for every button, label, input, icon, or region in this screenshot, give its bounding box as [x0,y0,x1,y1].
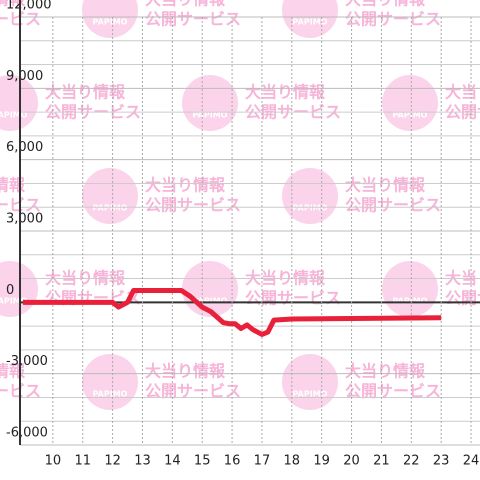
y-tick-label: 12,000 [6,0,52,13]
watermark-logo [282,0,338,38]
x-tick-label: 21 [373,454,390,469]
watermark-logo-text: PAPIMO [0,111,28,120]
x-tick-label: 20 [343,454,360,469]
x-tick-label: 23 [433,454,450,469]
x-tick-label: 24 [463,454,480,469]
watermark-logo-text: PAPIMO [93,204,128,213]
watermark-logo [382,75,438,131]
plot [22,287,442,337]
watermark-title: 大当り情報 [0,0,26,9]
watermarks: PAPIMO大当り情報公開サービスPAPIMO大当り情報公開サービスPAPIMO… [0,0,480,410]
watermark-title: 大当り情報 [445,269,480,288]
watermark-logo-text: PAPIMO [193,111,228,120]
watermark-subtitle: 公開サービス [445,289,480,308]
watermark-subtitle: 公開サービス [145,196,241,215]
y-tick-label: -3,000 [6,354,48,369]
watermark-title: 大当り情報 [145,362,226,381]
watermark-logo-text: PAPIMO [293,204,328,213]
x-tick-label: 15 [194,454,211,469]
watermark-logo-text: PAPIMO [293,18,328,27]
y-tick-label: 0 [6,283,14,298]
watermark-logo-text: PAPIMO [0,297,28,306]
watermark-title: 大当り情報 [45,269,126,288]
watermark-title: 大当り情報 [145,0,226,9]
watermark-logo [182,75,238,131]
watermark-logo [0,75,38,131]
x-tick-label: 16 [224,454,241,469]
y-tick-label: 6,000 [6,140,43,155]
watermark-logo-text: PAPIMO [393,297,428,306]
watermark-logo-text: PAPIMO [393,111,428,120]
x-tick-label: 17 [254,454,271,469]
watermark-logo-text: PAPIMO [293,390,328,399]
watermark-title: 大当り情報 [345,176,426,195]
watermark-title: 大当り情報 [245,269,326,288]
watermark-logo-text: PAPIMO [93,390,128,399]
watermark-logo-text: PAPIMO [93,18,128,27]
y-tick-label: 9,000 [6,69,43,84]
x-tick-label: 18 [284,454,301,469]
watermark-title: 大当り情報 [45,83,126,102]
watermark-subtitle: 公開サービス [145,382,241,401]
x-tick-label: 12 [104,454,121,469]
watermark-subtitle: 公開サービス [345,382,441,401]
watermark-subtitle: 公開サービス [245,289,341,308]
watermark-subtitle: 公開サービス [145,10,241,29]
data-line [22,287,442,337]
watermark-logo [82,168,138,224]
y-tick-label: -6,000 [6,426,48,441]
watermark-title: 大当り情報 [345,362,426,381]
watermark-logo [82,0,138,38]
watermark-logo-text: PAPIMO [193,297,228,306]
watermark-title: 大当り情報 [345,0,426,9]
watermark-logo [282,168,338,224]
x-tick-label: 10 [45,454,62,469]
x-tick-label: 11 [74,454,91,469]
watermark-subtitle: 公開サービス [345,10,441,29]
watermark-title: 大当り情報 [0,176,26,195]
y-tick-label: 3,000 [6,212,43,227]
x-tick-label: 14 [164,454,181,469]
x-tick-label: 13 [134,454,151,469]
x-tick-label: 19 [313,454,330,469]
x-tick-label: 22 [403,454,420,469]
grid: -6,000 -3,000 0 3,000 6,000 9,000 12,000 10 11 12… [6,0,480,469]
watermark-logo [382,261,438,317]
watermark-logo [82,354,138,410]
watermark-subtitle: 公開サービス [345,196,441,215]
watermark-logo [282,354,338,410]
watermark-title: 大当り情報 [445,83,480,102]
watermark-title: 大当り情報 [245,83,326,102]
watermark-title: 大当り情報 [145,176,226,195]
